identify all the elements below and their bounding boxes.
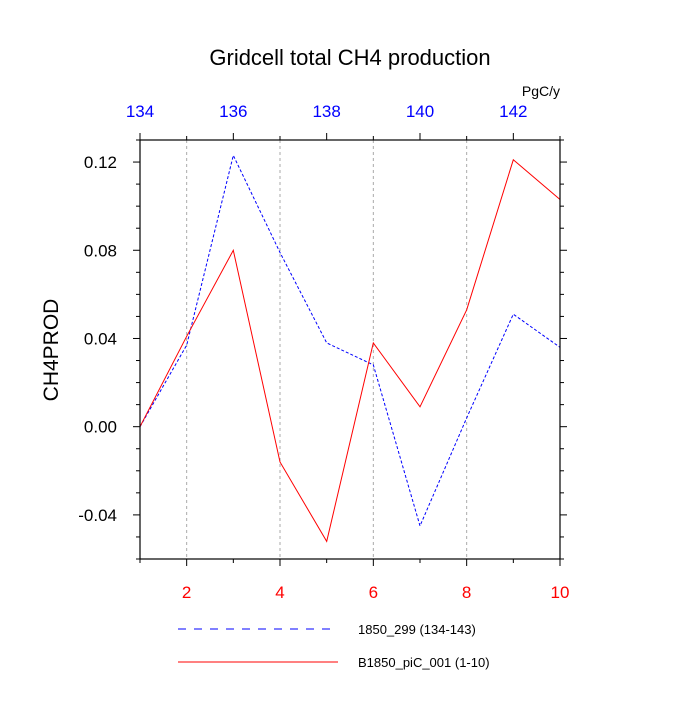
legend: 1850_299 (134-143) B1850_piC_001 (1-10)	[178, 622, 490, 670]
bottom-tick-label: 2	[182, 583, 191, 602]
y-axis-label: CH4PROD	[40, 299, 63, 402]
chart-title: Gridcell total CH4 production	[209, 45, 490, 70]
series-line-0	[139, 153, 561, 528]
bottom-tick-label: 4	[275, 583, 284, 602]
legend-label-0: 1850_299 (134-143)	[358, 622, 476, 637]
bottom-tick-label: 10	[551, 583, 570, 602]
legend-label-1: B1850_piC_001 (1-10)	[358, 655, 490, 670]
bottom-tick-label: 8	[462, 583, 471, 602]
bottom-tick-label: 6	[369, 583, 378, 602]
top-tick-label: 140	[406, 102, 434, 121]
plot-frame	[139, 139, 561, 560]
y-tick-label: 0.00	[84, 418, 117, 437]
axis-ticks: 2 4 6 8 10 134 136 138 140 142 -0.04 0.00 0.04 0.08 0.…	[78, 102, 569, 602]
units-label: PgC/y	[522, 83, 560, 99]
top-tick-label: 142	[499, 102, 527, 121]
y-tick-label: 0.04	[84, 329, 117, 348]
y-tick-label: -0.04	[78, 506, 117, 525]
top-tick-label: 138	[312, 102, 340, 121]
top-tick-label: 136	[219, 102, 247, 121]
series-line-1	[139, 158, 561, 543]
series-lines	[139, 153, 561, 543]
y-tick-label: 0.12	[84, 153, 117, 172]
top-tick-label: 134	[126, 102, 154, 121]
grid-lines	[186, 140, 468, 559]
y-tick-label: 0.08	[84, 241, 117, 260]
